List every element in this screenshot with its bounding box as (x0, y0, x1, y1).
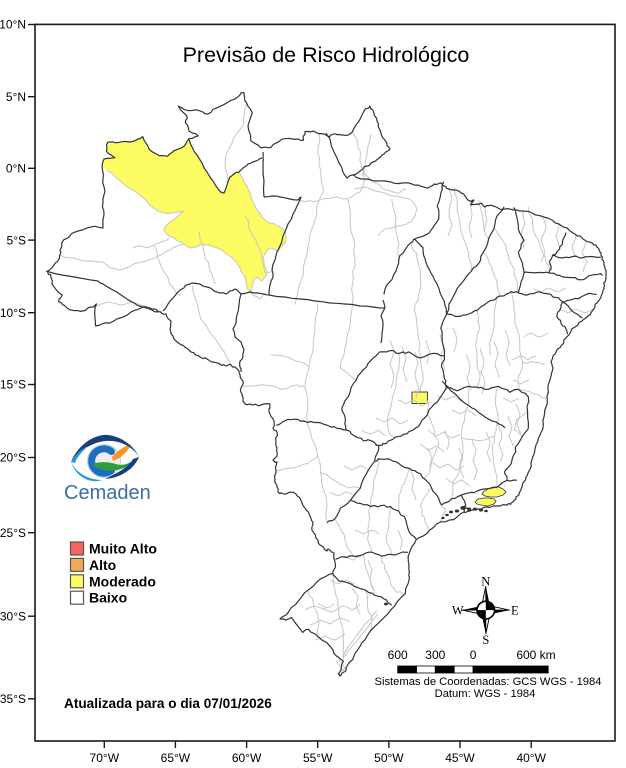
svg-text:0°N: 0°N (6, 162, 26, 176)
svg-text:E: E (511, 604, 519, 618)
svg-text:70°W: 70°W (90, 751, 120, 765)
svg-text:35°S: 35°S (0, 692, 26, 706)
svg-text:300: 300 (425, 648, 445, 662)
svg-text:25°S: 25°S (0, 526, 26, 540)
svg-text:Alto: Alto (89, 557, 116, 573)
svg-text:Cemaden: Cemaden (64, 482, 151, 504)
svg-text:60°W: 60°W (232, 751, 262, 765)
svg-text:Datum: WGS - 1984: Datum: WGS - 1984 (435, 688, 536, 700)
svg-text:10°N: 10°N (0, 18, 26, 32)
svg-text:45°W: 45°W (445, 751, 475, 765)
svg-text:65°W: 65°W (161, 751, 191, 765)
svg-text:W: W (452, 604, 464, 618)
svg-text:Muito Alto: Muito Alto (89, 541, 157, 557)
svg-text:15°S: 15°S (0, 378, 26, 392)
svg-text:10°S: 10°S (0, 306, 26, 320)
svg-text:0: 0 (470, 648, 477, 662)
svg-text:Sistemas de Coordenadas: GCS W: Sistemas de Coordenadas: GCS WGS - 1984 (375, 676, 602, 688)
svg-text:50°W: 50°W (374, 751, 404, 765)
svg-text:40°W: 40°W (516, 751, 546, 765)
svg-text:600 km: 600 km (516, 648, 555, 662)
svg-text:5°S: 5°S (7, 233, 26, 247)
svg-text:20°S: 20°S (0, 451, 26, 465)
svg-text:5°N: 5°N (6, 90, 26, 104)
svg-text:Atualizada para o dia 07/01/20: Atualizada para o dia 07/01/2026 (64, 696, 272, 711)
svg-text:Previsão de Risco Hidrológico: Previsão de Risco Hidrológico (183, 43, 470, 67)
svg-text:600: 600 (388, 648, 408, 662)
svg-text:30°S: 30°S (0, 609, 26, 623)
svg-text:55°W: 55°W (303, 751, 333, 765)
svg-text:N: N (481, 575, 490, 589)
svg-text:Baixo: Baixo (89, 590, 127, 606)
svg-text:S: S (482, 633, 489, 647)
svg-text:Moderado: Moderado (89, 573, 156, 589)
